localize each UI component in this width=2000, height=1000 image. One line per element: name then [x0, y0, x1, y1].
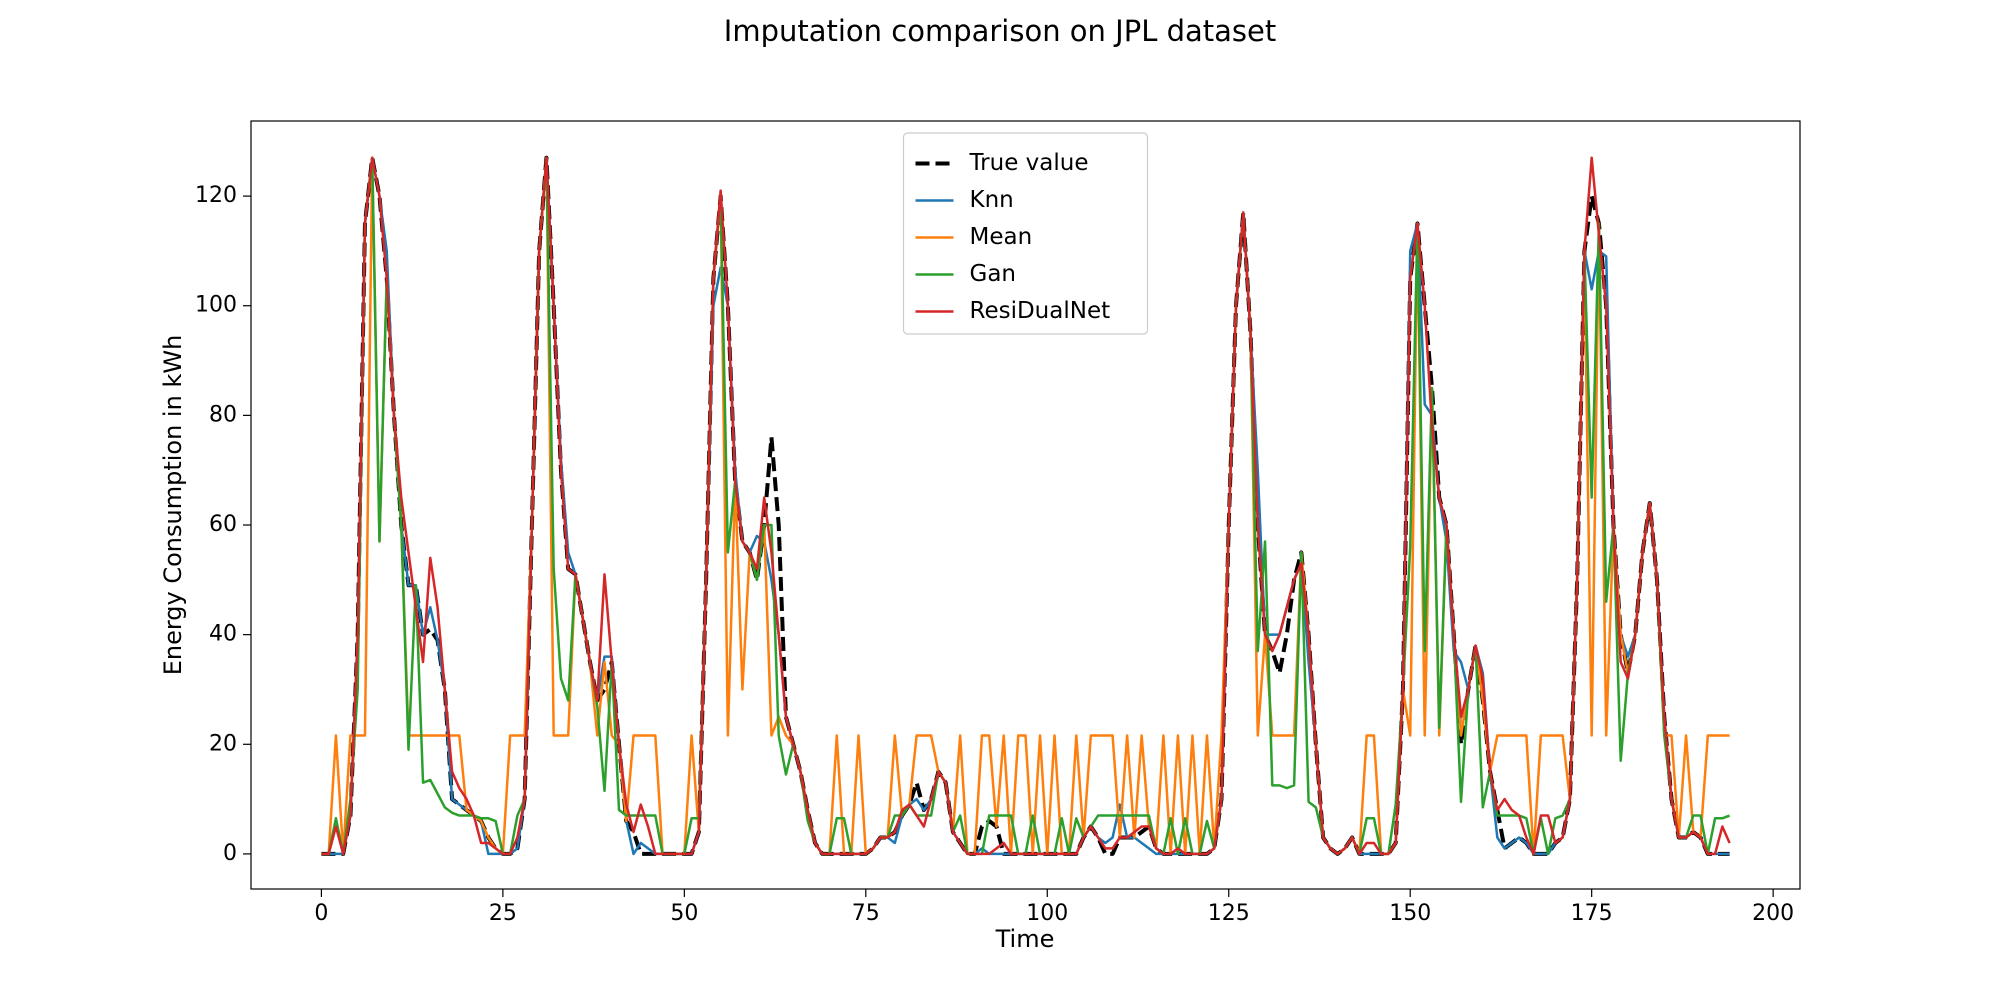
- series-line: [321, 156, 1731, 856]
- x-tick-label: 50: [670, 901, 698, 926]
- y-tick-label: 80: [209, 402, 237, 427]
- legend-label: ResiDualNet: [970, 298, 1111, 324]
- x-tick-label: 200: [1752, 901, 1794, 926]
- y-axis-label: Energy Consumption in kWh: [159, 335, 187, 676]
- x-tick-label: 125: [1208, 901, 1250, 926]
- x-tick-label: 0: [314, 901, 328, 926]
- x-tick-label: 25: [489, 901, 517, 926]
- legend-label: Knn: [970, 187, 1014, 213]
- x-tick-label: 175: [1571, 901, 1613, 926]
- legend-label: Mean: [970, 224, 1033, 250]
- legend: True value Knn Mean Gan ResiDualNet: [902, 132, 1149, 335]
- y-tick-label: 0: [223, 841, 237, 866]
- y-tick-label: 100: [195, 293, 237, 318]
- series-line: [321, 156, 1730, 856]
- chart-title: Imputation comparison on JPL dataset: [724, 14, 1276, 48]
- y-tick-label: 60: [209, 512, 237, 537]
- legend-label: True value: [969, 150, 1089, 176]
- x-tick-label: 150: [1389, 901, 1431, 926]
- plot-frame: [250, 120, 1801, 890]
- x-tick-label: 75: [852, 901, 880, 926]
- y-tick-label: 20: [209, 731, 237, 756]
- y-tick-label: 120: [195, 183, 237, 208]
- y-tick-label: 40: [209, 622, 237, 647]
- x-tick-label: 100: [1026, 901, 1068, 926]
- legend-label: Gan: [970, 261, 1017, 287]
- legend-box: [902, 132, 1149, 335]
- x-axis-label: Time: [995, 925, 1055, 953]
